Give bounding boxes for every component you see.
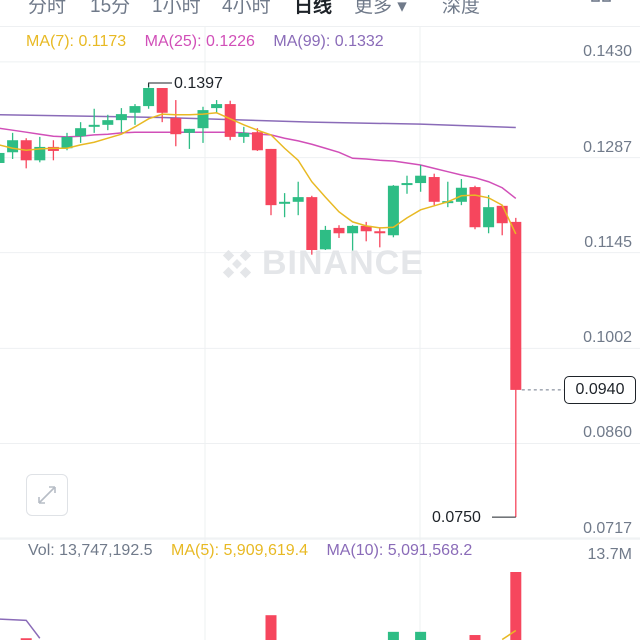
ma-legend: MA(7): 0.1173 MA(25): 0.1226 MA(99): 0.1… [26, 33, 398, 51]
tab-depth[interactable]: 深度 [442, 0, 481, 17]
ma7-value: MA(7): 0.1173 [26, 33, 127, 50]
tab-more[interactable]: 更多 ▾ [354, 0, 407, 17]
volume-value: Vol: 13,747,192.5 [28, 542, 153, 559]
tab-time-sharing[interactable]: 分时 [28, 0, 67, 17]
candle-up [211, 104, 223, 109]
binance-watermark: BINANCE [218, 244, 424, 283]
low-price-label: 0.0750 [432, 509, 481, 526]
volume-bar [20, 638, 32, 640]
candle-down [170, 118, 182, 135]
current-price-tag[interactable]: 0.0940 [564, 376, 636, 404]
tab-1h[interactable]: 1小时 [152, 0, 201, 17]
volume-bar [510, 572, 522, 640]
candle-up [75, 128, 87, 137]
candle-up [7, 140, 19, 153]
vol-ma10-value: MA(10): 5,091,568.2 [326, 542, 473, 559]
volume-bar [387, 631, 399, 640]
price-axis-tick: 0.0860 [583, 424, 632, 442]
candle-up [115, 114, 127, 121]
tab-15m[interactable]: 15分 [90, 0, 131, 17]
ma99-line [0, 114, 516, 129]
candle-down [469, 187, 481, 228]
volume-bar [469, 635, 481, 640]
vol-ma5-value: MA(5): 5,909,619.4 [171, 542, 308, 559]
candle-up [292, 197, 304, 202]
volume-legend: Vol: 13,747,192.5 MA(5): 5,909,619.4 MA(… [28, 542, 486, 560]
high-price-label: 0.1397 [174, 75, 223, 92]
candle-up [0, 152, 5, 163]
tab-1d[interactable]: 日线 [294, 0, 333, 17]
candle-up [455, 187, 467, 202]
layout-grid-icon[interactable] [590, 0, 612, 3]
candle-down [333, 227, 345, 234]
candle-up [183, 128, 195, 133]
candle-up [34, 146, 46, 161]
candle-up [401, 183, 413, 186]
candle-down [496, 205, 508, 224]
volume-axis-tick: 13.7M [587, 546, 632, 563]
interval-tabs: 分时 15分 1小时 4小时 日线 更多 ▾ 深度 [0, 0, 640, 17]
candle-up [143, 88, 155, 107]
ma25-value: MA(25): 0.1226 [144, 33, 255, 50]
candle-down [265, 148, 277, 206]
candle-up [102, 120, 114, 125]
candle-up [279, 201, 291, 204]
candle-down [360, 225, 372, 232]
candle-up [347, 225, 359, 234]
candle-up [319, 229, 331, 250]
candle-down [510, 221, 522, 390]
vol-ma5-line [501, 629, 517, 640]
candle-up [88, 124, 100, 127]
high-leader-line [148, 82, 172, 87]
candle-up [197, 110, 209, 129]
watermark-text: BINANCE [262, 244, 424, 282]
tab-4h[interactable]: 4小时 [222, 0, 271, 17]
candle-up [387, 185, 399, 236]
candle-down [428, 177, 440, 202]
price-axis-tick: 0.1145 [584, 233, 632, 251]
expand-arrows-icon [38, 486, 56, 504]
candle-up [129, 106, 141, 113]
volume-bar [265, 615, 277, 640]
price-axis-tick: 0.1287 [583, 138, 632, 156]
ma7-line [0, 112, 517, 235]
candle-up [238, 132, 250, 137]
candle-up [415, 175, 427, 184]
candle-down [306, 197, 318, 250]
candle-down [374, 231, 386, 234]
candle-up [61, 136, 73, 149]
candle-down [224, 104, 236, 137]
candle-down [156, 88, 168, 113]
binance-logo-icon [222, 249, 252, 278]
vol-ma10-line [0, 618, 41, 639]
candle-down [251, 132, 263, 151]
fullscreen-button[interactable] [26, 474, 68, 516]
price-axis-tick: 0.0717 [583, 520, 632, 538]
price-axis-tick: 0.1002 [583, 329, 632, 347]
price-axis-tick: 0.1430 [583, 42, 632, 60]
ma99-value: MA(99): 0.1332 [273, 33, 384, 50]
volume-bar [415, 631, 427, 640]
candle-up [483, 207, 495, 228]
header-divider [0, 26, 640, 27]
